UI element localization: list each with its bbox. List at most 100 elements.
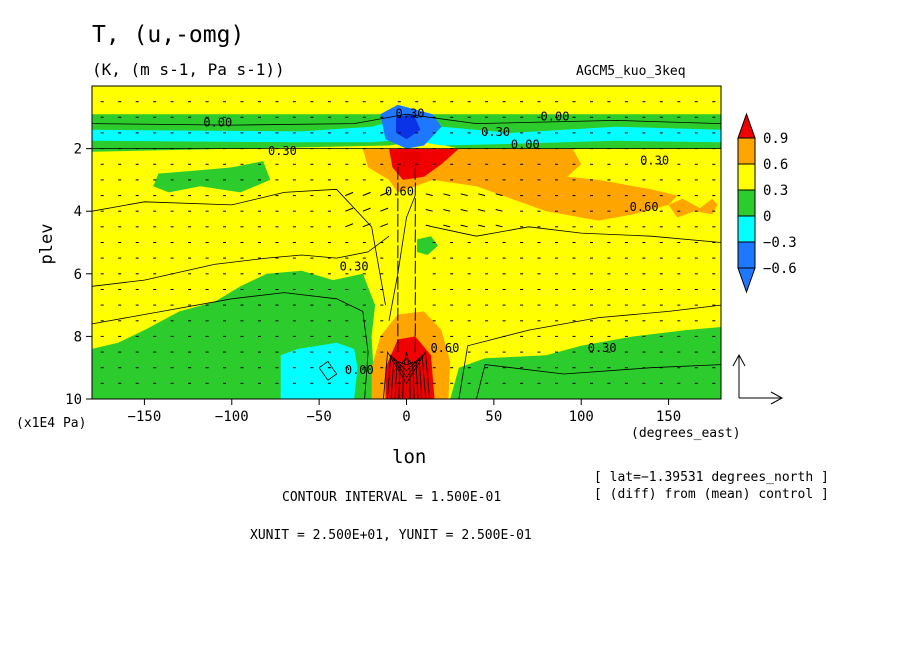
colorbar-segment <box>737 112 756 139</box>
contour-line <box>432 226 721 243</box>
x-tick-label: 150 <box>656 409 681 425</box>
contour-line <box>92 292 369 399</box>
contour-label: 0.30 <box>588 341 617 355</box>
wind-vector <box>478 224 486 228</box>
wind-vector <box>425 193 433 197</box>
colorbar-label: 0 <box>763 209 771 225</box>
colorbar-label: −0.3 <box>763 235 797 251</box>
contour-line <box>92 113 721 126</box>
diff-note: [ (diff) from (mean) control ] <box>594 487 829 502</box>
colorbar-segment <box>737 163 756 191</box>
wind-vector <box>362 207 371 212</box>
colorbar-label: −0.6 <box>763 261 797 277</box>
contour-label: 0.30 <box>268 144 297 158</box>
axes: −150 −100 −50 0 50 100 150 2 4 6 8 10 <box>65 142 681 425</box>
wind-vectors <box>100 101 716 399</box>
wind-vector <box>380 191 389 197</box>
x-axis-label: lon <box>392 446 427 468</box>
y-axis-label: plev <box>37 224 57 265</box>
wind-vector <box>345 223 354 228</box>
colorbar-segment <box>737 215 756 243</box>
contour-line <box>318 360 338 381</box>
contour-line <box>398 357 415 399</box>
x-tick-label: 50 <box>485 409 502 425</box>
wind-vector <box>362 191 371 197</box>
wind-vector <box>380 207 389 212</box>
y-tick-label: 2 <box>74 142 82 158</box>
y-tick-label: 10 <box>65 392 82 408</box>
tongue-orange-upper <box>362 148 678 221</box>
patch-green-small <box>417 236 438 255</box>
contour-label: 0.30 <box>396 106 425 120</box>
chart-title: T, (u,-omg) <box>92 22 245 48</box>
contour-lines <box>92 113 721 399</box>
temperature-field <box>92 86 721 399</box>
colorbar-label: 0.9 <box>763 131 788 147</box>
wind-vector <box>478 193 486 197</box>
y-tick-label: 4 <box>74 204 82 220</box>
contour-line <box>458 304 721 399</box>
contour-line <box>388 195 416 321</box>
latitude-note: [ lat=−1.39531 degrees_north ] <box>594 470 829 485</box>
run-name: AGCM5_kuo_3keq <box>576 64 686 79</box>
contour-labels: 0.000.300.000.300.000.300.300.600.600.30… <box>203 106 669 377</box>
chart-subtitle: (K, (m s-1, Pa s-1)) <box>92 60 285 79</box>
core-darkred-upper <box>399 151 421 168</box>
colorbar: 0.9 0.6 0.3 0 −0.3 −0.6 <box>737 112 797 294</box>
wind-vector <box>425 209 433 212</box>
wind-vector <box>425 224 433 228</box>
region-green-lower-right <box>450 327 721 399</box>
unit-vector-arrows <box>732 353 784 405</box>
y-tick-label: 6 <box>74 267 82 283</box>
region-cyan-lower <box>280 342 358 399</box>
y-tick-label: 8 <box>74 329 82 345</box>
x-tick-label: −150 <box>128 409 162 425</box>
colorbar-segment <box>737 189 756 217</box>
contour-line <box>92 235 390 287</box>
colorbar-label: 0.6 <box>763 157 788 173</box>
x-tick-label: 100 <box>569 409 594 425</box>
contour-line <box>386 354 427 399</box>
contour-label: 0.30 <box>481 125 510 139</box>
contour-interval-note: CONTOUR INTERVAL = 1.500E-01 <box>282 490 502 505</box>
contour-line <box>476 364 721 399</box>
wind-vector <box>495 224 503 228</box>
wind-vector <box>495 193 503 197</box>
contour-label: 0.00 <box>511 138 540 152</box>
contour-label: 0.00 <box>345 363 374 377</box>
contour-label: 0.00 <box>203 116 232 130</box>
contour-line <box>390 357 423 399</box>
wind-vector <box>460 224 468 228</box>
wind-vector <box>380 223 389 228</box>
contour-line <box>92 188 386 306</box>
wind-vector <box>345 191 354 197</box>
y-scale-note: (x1E4 Pa) <box>16 416 87 431</box>
colorbar-label: 0.3 <box>763 183 788 199</box>
tip-orange <box>668 198 718 218</box>
wind-vector <box>362 223 371 228</box>
contour-line <box>394 360 419 399</box>
contour-label: 0.00 <box>541 109 570 123</box>
x-tick-label: 0 <box>402 409 410 425</box>
x-units-label: (degrees_east) <box>631 426 741 441</box>
contour-label: 0.60 <box>630 200 659 214</box>
wind-vector <box>478 209 486 212</box>
contour-label: 0.30 <box>340 260 369 274</box>
wind-vector <box>345 207 354 212</box>
contour-label: 0.60 <box>430 341 459 355</box>
contour-line <box>383 350 430 399</box>
patch-green-left <box>153 161 271 193</box>
wind-vector <box>443 209 451 212</box>
wind-vector <box>460 193 468 197</box>
colorbar-segment <box>737 241 756 269</box>
contour-label: 0.60 <box>385 185 414 199</box>
core-darkblue-upper <box>396 114 421 140</box>
wind-vector <box>460 209 468 212</box>
wind-vector <box>495 209 503 212</box>
x-tick-label: −100 <box>215 409 249 425</box>
wind-vector <box>443 193 451 197</box>
colorbar-segment <box>737 267 756 294</box>
unit-vector-note: XUNIT = 2.500E+01, YUNIT = 2.500E-01 <box>250 528 532 543</box>
contour-label: 0.30 <box>640 153 669 167</box>
